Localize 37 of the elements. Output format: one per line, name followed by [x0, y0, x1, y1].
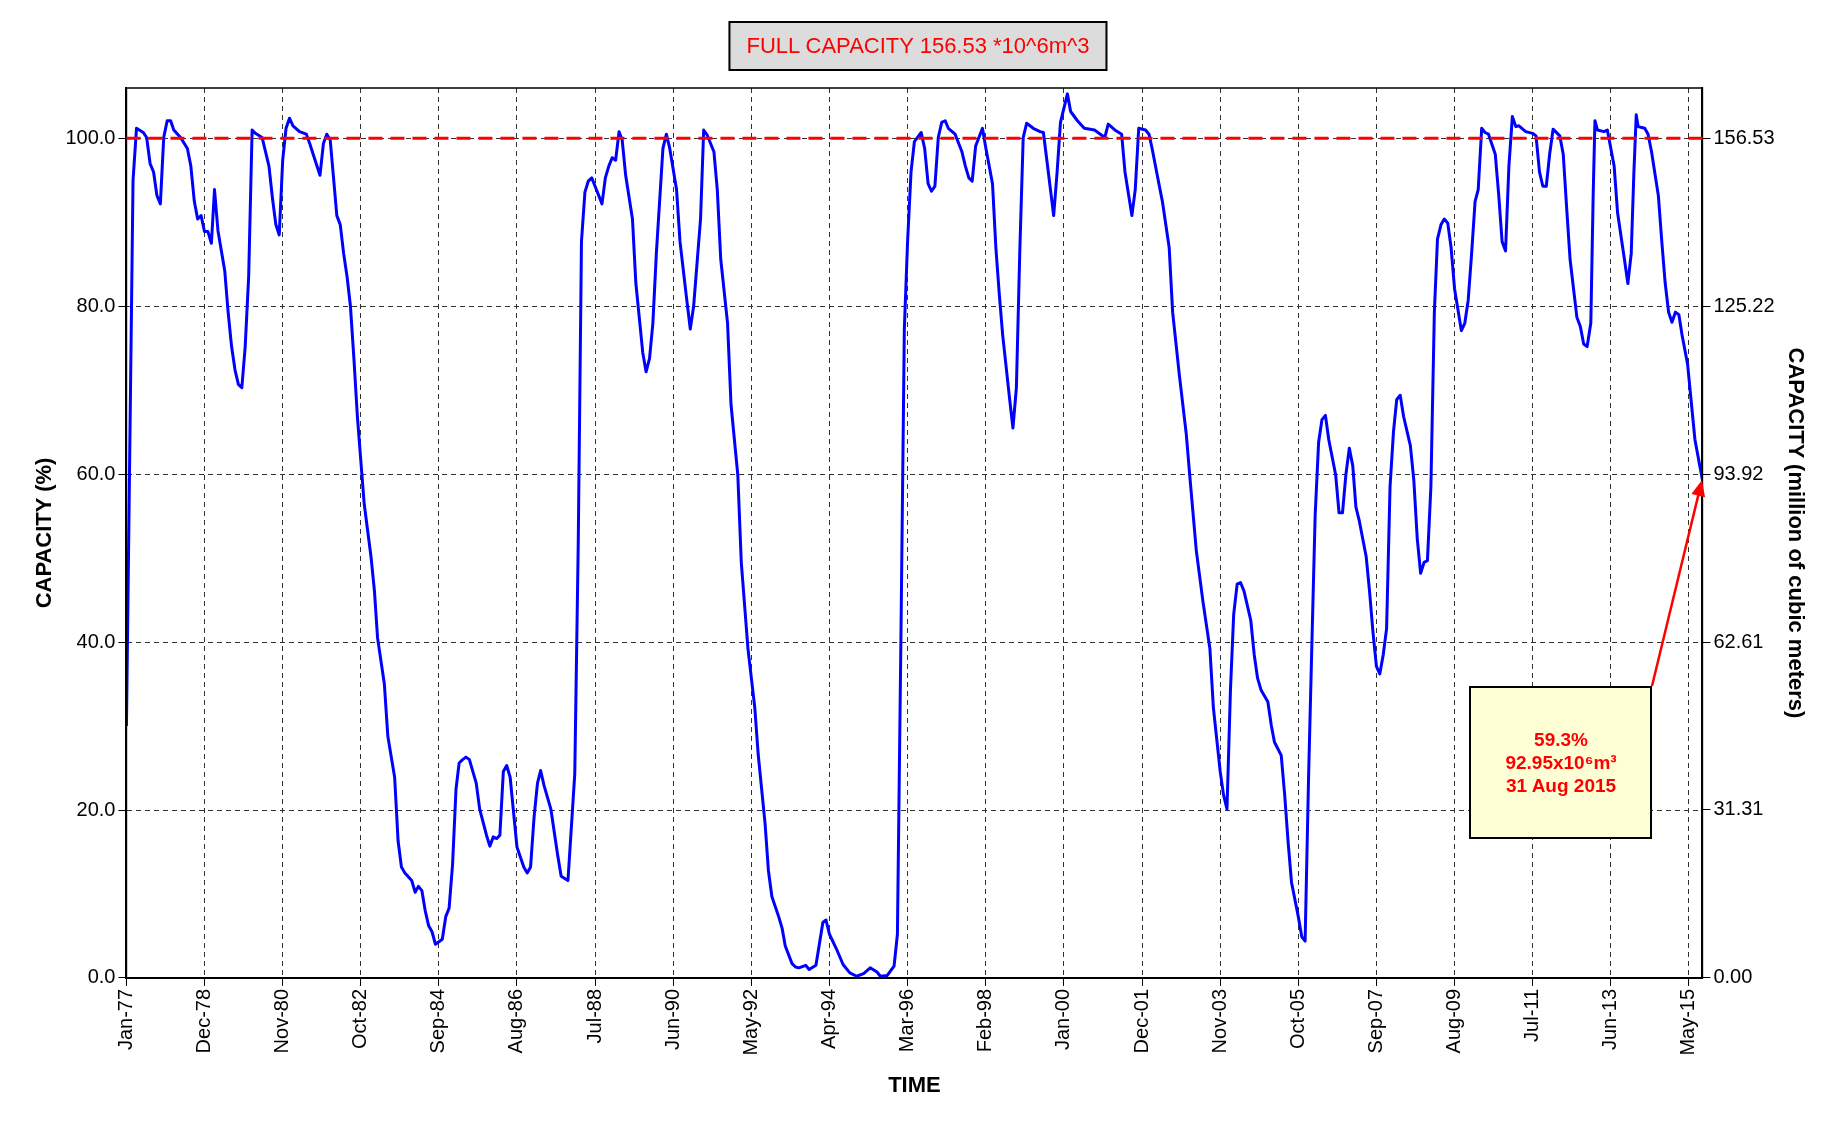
y2-tick-label: 93.92 [1713, 461, 1764, 484]
y2-tick-label: 125.22 [1713, 293, 1775, 316]
y2-axis-title: CAPACITY (million of cubic meters) [1783, 347, 1809, 719]
x-tick-label: Sep-07 [1363, 988, 1386, 1054]
x-tick-label: Jul-11 [1520, 988, 1543, 1042]
x-tick-label: Jun-90 [660, 988, 683, 1051]
x-tick-label: Aug-86 [504, 988, 527, 1054]
y-tick-label: 60.0 [76, 461, 116, 484]
y-axis-title: CAPACITY (%) [31, 457, 57, 609]
x-tick-label: Apr-94 [816, 988, 839, 1049]
x-tick-label: Oct-82 [348, 988, 371, 1049]
y2-tick-label: 31.31 [1713, 797, 1764, 820]
y-tick-label: 80.0 [76, 293, 116, 316]
y2-tick-label: 0.00 [1713, 965, 1753, 988]
x-tick-label: May-92 [738, 988, 761, 1056]
x-tick-label: Jan-77 [113, 988, 136, 1051]
y2-tick-label: 62.61 [1713, 629, 1764, 652]
x-tick-label: Jul-88 [582, 988, 605, 1044]
y-tick-label: 0.0 [87, 965, 116, 988]
x-tick-label: Oct-05 [1285, 988, 1308, 1049]
x-tick-label: Dec-78 [191, 988, 214, 1054]
x-tick-label: Mar-96 [895, 988, 918, 1053]
x-tick-label: Sep-84 [426, 988, 449, 1054]
y-tick-label: 40.0 [76, 629, 116, 652]
x-tick-label: Nov-80 [270, 988, 293, 1054]
y-tick-label: 20.0 [76, 797, 116, 820]
x-tick-label: Feb-98 [973, 988, 996, 1053]
x-tick-label: Aug-09 [1442, 988, 1465, 1054]
x-tick-label: May-15 [1676, 988, 1699, 1056]
y2-tick-label: 156.53 [1713, 125, 1775, 148]
y-tick-label: 100.0 [65, 125, 116, 148]
x-tick-label: Nov-03 [1207, 988, 1230, 1054]
x-tick-label: Dec-01 [1129, 988, 1152, 1054]
x-tick-label: Jun-13 [1598, 988, 1621, 1051]
chart-title: FULL CAPACITY 156.53 *10^6m^3 [728, 21, 1108, 71]
x-tick-label: Jan-00 [1051, 988, 1074, 1051]
x-axis-title: TIME [888, 1071, 941, 1097]
